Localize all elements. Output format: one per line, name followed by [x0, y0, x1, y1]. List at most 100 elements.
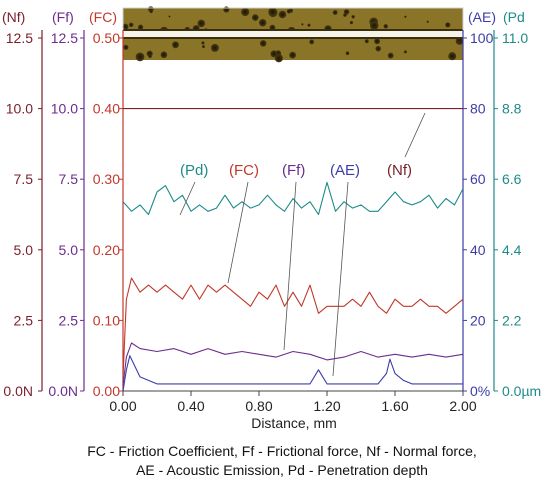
micrograph-spot — [135, 52, 145, 62]
tick-label-ff: 2.5 — [59, 312, 79, 328]
caption-line-2: AE - Acoustic Emission, Pd - Penetration… — [136, 462, 428, 478]
micrograph-spot — [289, 51, 296, 59]
micrograph-spot — [404, 15, 407, 18]
tick-label-pd: 2.2 — [502, 312, 522, 328]
micrograph-spot — [258, 19, 267, 27]
tick-label-ff: 5.0 — [59, 242, 79, 258]
annotation-fc: (FC) — [229, 162, 259, 179]
tick-label-pd: 0.0µm — [502, 383, 541, 399]
x-tick-label: 0.80 — [245, 398, 272, 414]
leader-line-pd — [179, 181, 196, 216]
axis-header-pd: (Pd — [503, 9, 525, 25]
x-tick-label: 0.40 — [177, 398, 204, 414]
micrograph-spot — [202, 45, 205, 49]
micrograph-spot — [123, 44, 129, 50]
micrograph-spot — [448, 52, 457, 61]
axis-ff: 0.0N 2.5 5.0 7.5 10.0 12.5 (Ff) — [48, 9, 85, 399]
tick-label-fc: 0.50 — [93, 30, 120, 46]
micrograph-spot — [270, 50, 278, 58]
axis-ae: 0% 20 40 60 80 100 (AE) — [462, 9, 496, 399]
x-tick-label: 1.20 — [313, 398, 340, 414]
tick-label-nf: 7.5 — [14, 171, 34, 187]
micrograph-spot — [332, 10, 338, 15]
micrograph-spot — [301, 23, 304, 26]
micrograph-spot — [426, 20, 429, 23]
axis-fc: 0.00 0.10 0.20 0.30 0.40 0.50 (FC) — [89, 9, 124, 399]
micrograph-spot — [403, 50, 407, 54]
tick-label-ae: 80 — [470, 101, 486, 117]
tick-label-pd: 6.6 — [502, 171, 522, 187]
tick-label-fc: 0.00 — [93, 383, 120, 399]
tick-label-fc: 0.10 — [93, 312, 120, 328]
tick-label-nf: 2.5 — [14, 312, 34, 328]
x-tick-label: 1.60 — [381, 398, 408, 414]
micrograph-spot — [241, 7, 250, 17]
plot-frame — [122, 7, 464, 392]
series-line-pd — [122, 181, 464, 216]
axis-header-nf: (Nf) — [2, 9, 25, 25]
micrograph-spot — [148, 54, 152, 59]
micrograph-spot — [286, 9, 292, 14]
annotation-ff: (Ff) — [282, 162, 305, 179]
micrograph-spot — [375, 45, 381, 52]
micrograph-spot — [259, 40, 267, 47]
series-line-fc — [122, 277, 464, 377]
annotation-nf: (Nf) — [387, 162, 412, 179]
micrograph-spot — [122, 23, 129, 30]
series-line-ff — [122, 342, 464, 386]
micrograph-spot — [445, 22, 451, 28]
x-axis-label: Distance, mm — [251, 415, 337, 431]
micrograph-spot — [137, 24, 144, 30]
tick-label-ae: 60 — [470, 171, 486, 187]
x-tick-label: 2.00 — [449, 398, 476, 414]
series-line-ae — [122, 355, 463, 392]
tick-label-pd: 11.0 — [502, 30, 528, 46]
tick-label-fc: 0.40 — [93, 101, 120, 117]
annotation-pd: (Pd) — [180, 162, 208, 179]
micrograph-spot — [149, 9, 153, 14]
x-tick-label: 0.00 — [109, 398, 136, 414]
tick-label-ae: 40 — [470, 242, 486, 258]
micrograph-spot — [387, 52, 394, 59]
leader-line-ae — [332, 181, 349, 377]
micrograph-spot — [458, 40, 462, 44]
tick-label-nf: 0.0N — [3, 383, 33, 399]
caption-line-1: FC - Friction Coefficient, Ff - Friction… — [87, 443, 477, 459]
axis-pd: 0.0µm 2.2 4.4 6.6 8.8 11.0 (Pd — [493, 9, 541, 399]
tick-label-ff: 7.5 — [59, 171, 79, 187]
axis-nf: 0.0N 2.5 5.0 7.5 10.0 12.5 (Nf) — [2, 9, 43, 399]
micrograph-spot — [274, 54, 283, 63]
tick-label-ff: 10.0 — [51, 101, 78, 117]
annotation-ae: (AE) — [330, 162, 360, 179]
tick-label-nf: 12.5 — [6, 30, 33, 46]
axis-header-ff: (Ff) — [52, 9, 74, 25]
leader-line-ff — [283, 181, 297, 351]
tick-label-ae: 100 — [470, 30, 494, 46]
micrograph-spot — [343, 13, 347, 17]
tick-label-ae: 20 — [470, 312, 486, 328]
micrograph-spot — [374, 38, 381, 45]
tick-label-fc: 0.30 — [93, 171, 120, 187]
leader-line-nf — [404, 112, 426, 158]
micrograph-spot — [349, 21, 354, 25]
tick-label-pd: 4.4 — [502, 242, 522, 258]
micrograph-spot — [172, 41, 179, 49]
axis-header-ae: (AE) — [468, 9, 496, 25]
micrograph-spot — [383, 24, 388, 29]
scratch-micrograph — [122, 6, 464, 63]
tick-label-pd: 8.8 — [502, 101, 522, 117]
micrograph-spot — [345, 51, 350, 56]
micrograph-spot — [351, 15, 355, 19]
micrograph-spot — [278, 10, 287, 19]
tick-label-ff: 0.0N — [48, 383, 78, 399]
tick-label-ae: 0% — [470, 383, 490, 399]
leader-line-fc — [227, 181, 249, 284]
micrograph-spot — [369, 21, 379, 30]
micrograph-spot — [307, 23, 311, 27]
tick-label-nf: 10.0 — [6, 101, 33, 117]
micrograph-spot — [197, 19, 206, 28]
micrograph-spot — [160, 51, 168, 59]
micrograph-spot — [268, 7, 278, 17]
micrograph-spot — [201, 41, 205, 45]
